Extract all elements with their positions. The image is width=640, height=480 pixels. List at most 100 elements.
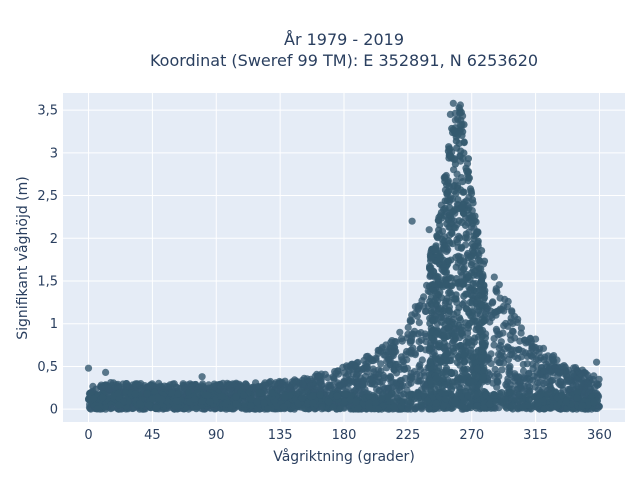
data-point	[477, 265, 485, 273]
data-point	[589, 375, 597, 384]
data-point	[500, 307, 508, 315]
x-tick-label: 180	[332, 428, 357, 443]
data-point	[573, 394, 581, 402]
y-tick-label: 0,5	[37, 360, 58, 375]
y-axis-title: Signifikant våghöjd (m)	[14, 176, 31, 339]
data-point	[526, 335, 534, 343]
data-point	[426, 358, 434, 367]
data-point	[432, 245, 440, 254]
data-point	[354, 404, 362, 412]
data-point	[463, 305, 471, 313]
data-point	[492, 285, 500, 293]
data-point	[529, 353, 537, 361]
data-point	[93, 405, 101, 413]
data-point	[89, 382, 97, 390]
data-point	[458, 131, 466, 140]
y-tick-label: 0	[50, 403, 58, 418]
data-point	[449, 126, 457, 134]
data-point	[442, 370, 450, 378]
data-point	[445, 214, 453, 222]
data-point	[467, 378, 475, 386]
data-point	[534, 399, 542, 407]
data-point	[402, 351, 410, 359]
data-point	[500, 352, 508, 361]
data-point	[429, 317, 437, 325]
data-point	[442, 364, 451, 372]
data-point	[468, 312, 476, 320]
data-point-outlier	[496, 294, 504, 302]
data-point-outlier	[517, 324, 526, 332]
data-point	[341, 390, 349, 398]
data-point	[495, 372, 503, 380]
data-point	[426, 342, 435, 350]
data-point	[513, 318, 522, 327]
data-point	[416, 361, 424, 369]
data-point	[448, 282, 456, 290]
data-point	[459, 178, 467, 186]
data-point	[462, 290, 470, 298]
data-point-outlier	[408, 217, 416, 225]
data-point	[573, 389, 581, 397]
data-point	[309, 392, 317, 400]
data-point	[427, 377, 435, 385]
data-point	[450, 166, 458, 174]
data-point	[378, 394, 386, 402]
data-point	[554, 379, 562, 387]
data-point	[439, 281, 447, 289]
data-point	[131, 390, 139, 398]
data-point	[385, 356, 393, 364]
data-point	[492, 325, 500, 333]
data-point	[524, 382, 532, 390]
data-point	[421, 307, 430, 315]
data-point	[459, 373, 468, 381]
data-point	[459, 155, 467, 163]
data-point	[515, 346, 523, 354]
data-point	[427, 307, 435, 315]
data-point	[468, 259, 476, 267]
data-point	[240, 391, 248, 399]
data-point	[449, 208, 457, 216]
chart-title-line1: År 1979 - 2019	[284, 30, 404, 49]
data-point	[336, 405, 344, 413]
data-point	[210, 380, 218, 388]
data-point	[440, 401, 448, 409]
data-point	[367, 376, 375, 384]
data-point	[384, 347, 393, 355]
data-point	[99, 393, 107, 402]
data-point	[347, 363, 355, 372]
data-point	[458, 323, 466, 331]
data-point	[452, 275, 460, 283]
data-point	[324, 374, 332, 382]
data-point	[474, 256, 483, 264]
data-point	[498, 366, 506, 374]
data-point	[443, 189, 451, 198]
data-point	[345, 380, 353, 388]
data-point	[255, 389, 263, 397]
data-point	[352, 398, 360, 406]
data-point	[155, 379, 163, 387]
data-point-outlier	[532, 335, 540, 343]
data-point	[415, 377, 423, 385]
data-point	[458, 218, 466, 226]
data-point	[247, 401, 255, 410]
data-point	[472, 218, 480, 226]
data-point	[434, 307, 443, 315]
data-point	[443, 294, 451, 303]
data-point	[452, 189, 460, 198]
data-point	[545, 366, 553, 374]
data-point	[459, 200, 467, 209]
data-point	[451, 369, 459, 377]
data-point	[445, 289, 453, 297]
data-point	[191, 395, 199, 403]
data-point	[229, 380, 237, 388]
data-point	[325, 381, 333, 389]
data-point-outlier	[84, 364, 93, 372]
data-point	[390, 403, 398, 411]
data-point	[490, 391, 498, 399]
data-point	[253, 398, 261, 406]
y-tick-label: 3,5	[37, 104, 58, 119]
data-point	[519, 367, 528, 375]
data-point	[461, 366, 469, 374]
data-point	[536, 379, 544, 387]
data-point	[318, 403, 326, 411]
